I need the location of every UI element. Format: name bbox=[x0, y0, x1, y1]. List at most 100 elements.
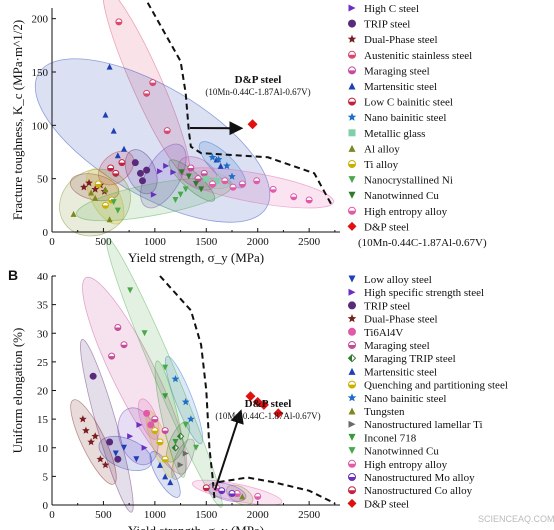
data-point bbox=[88, 189, 95, 196]
legend-marker bbox=[348, 380, 356, 389]
data-point bbox=[181, 397, 190, 406]
series-dual-phase-steel bbox=[79, 415, 110, 469]
data-point bbox=[139, 177, 147, 185]
data-point bbox=[193, 444, 199, 451]
data-point bbox=[110, 127, 117, 134]
data-point bbox=[178, 169, 185, 176]
data-point bbox=[187, 164, 195, 172]
data-point bbox=[91, 185, 99, 193]
legend-entry: Inconel 718 bbox=[364, 432, 417, 444]
data-point-fill bbox=[253, 180, 260, 184]
data-point bbox=[157, 461, 163, 468]
legend-entry: Martensitic steel bbox=[364, 366, 437, 378]
x-tick-label: 0 bbox=[49, 509, 55, 521]
data-point bbox=[102, 186, 109, 193]
data-point bbox=[141, 444, 148, 451]
data-point bbox=[218, 487, 226, 495]
data-point bbox=[151, 415, 159, 423]
legend-entry: Ti6Al4V bbox=[364, 327, 403, 339]
data-point bbox=[118, 159, 126, 167]
data-point-fill bbox=[164, 130, 171, 134]
data-point bbox=[170, 169, 177, 176]
data-point bbox=[185, 173, 192, 180]
legend-marker bbox=[348, 367, 356, 375]
data-point bbox=[127, 433, 134, 440]
legend-marker-fill bbox=[348, 477, 356, 481]
data-point bbox=[162, 393, 169, 400]
data-point-fill bbox=[221, 180, 228, 184]
data-point-fill bbox=[306, 200, 313, 204]
series-metallic-glass bbox=[203, 175, 220, 184]
data-point-fill bbox=[118, 162, 125, 166]
series-quenching-and-partitioning-steel bbox=[151, 427, 169, 463]
data-point bbox=[182, 421, 189, 428]
x-tick-label: 0 bbox=[49, 236, 55, 248]
y-tick-label: 5 bbox=[43, 471, 49, 483]
data-point bbox=[87, 438, 95, 446]
legend-entry: D&P steel bbox=[364, 498, 409, 510]
data-point bbox=[114, 152, 121, 159]
data-point bbox=[198, 186, 205, 193]
data-point bbox=[89, 372, 97, 380]
annotation-subtitle: (10Mn-0.44C-1.87Al-0.67V) bbox=[215, 411, 320, 421]
data-point bbox=[133, 456, 140, 463]
data-point-fill bbox=[187, 168, 194, 171]
series-al-alloy bbox=[70, 186, 113, 223]
ellipse-nanostructured-lamellar-ti bbox=[171, 438, 196, 480]
data-point-fill bbox=[203, 487, 210, 491]
data-point bbox=[80, 183, 88, 191]
data-point bbox=[136, 169, 144, 177]
legend-marker-fill bbox=[348, 490, 356, 494]
ellipse-nanotwinned-cu bbox=[105, 237, 223, 508]
data-point bbox=[254, 492, 262, 500]
data-point bbox=[273, 408, 284, 419]
data-point-fill bbox=[290, 196, 297, 200]
data-point bbox=[112, 169, 120, 177]
panel-label: B bbox=[8, 267, 18, 283]
legend-marker-fill bbox=[348, 463, 356, 468]
legend-marker bbox=[348, 191, 356, 199]
data-point-fill bbox=[95, 184, 102, 187]
legend-marker bbox=[348, 160, 356, 168]
data-point bbox=[229, 183, 237, 191]
y-axis-label: Uniform elongation (%) bbox=[10, 328, 25, 454]
legend-entry: Maraging TRIP steel bbox=[364, 353, 456, 365]
legend-marker bbox=[348, 447, 356, 455]
legend-marker bbox=[348, 19, 356, 28]
legend-entry: Dual-Phase steel bbox=[364, 314, 438, 326]
data-point bbox=[79, 415, 87, 423]
series-martensitic-steel bbox=[157, 461, 174, 486]
legend-marker bbox=[348, 97, 356, 106]
data-point bbox=[70, 210, 77, 217]
legend-marker bbox=[348, 420, 356, 428]
legend-entry: Low alloy steel bbox=[364, 274, 432, 286]
legend-entry: TRIP steel bbox=[364, 19, 410, 31]
data-point-fill bbox=[234, 493, 241, 497]
legend-marker bbox=[348, 341, 356, 349]
legend-marker bbox=[347, 112, 357, 121]
data-point bbox=[161, 455, 169, 463]
legend-entry: Quenching and partitioning steel bbox=[364, 380, 508, 392]
series-nano-bainitic-steel bbox=[171, 375, 195, 423]
y-tick-label: 30 bbox=[37, 328, 49, 340]
legend-marker bbox=[347, 353, 357, 363]
series-ti6al4v bbox=[143, 409, 155, 429]
legend-entry: Ti alloy bbox=[364, 159, 399, 171]
annotation-arrow bbox=[214, 409, 244, 491]
legend-marker bbox=[347, 34, 357, 43]
ellipse-trip-steel bbox=[80, 338, 134, 513]
legend-marker-fill bbox=[348, 210, 356, 215]
legend-marker bbox=[347, 498, 357, 508]
data-point bbox=[228, 172, 236, 180]
data-point bbox=[136, 421, 143, 428]
data-point-fill bbox=[172, 444, 176, 451]
y-tick-label: 100 bbox=[32, 120, 49, 132]
data-point bbox=[193, 181, 199, 187]
legend-entry: Martensitic steel bbox=[364, 81, 437, 93]
data-point bbox=[94, 180, 102, 188]
data-point-fill bbox=[143, 93, 150, 97]
data-point bbox=[172, 197, 179, 203]
data-point-fill bbox=[114, 327, 121, 331]
